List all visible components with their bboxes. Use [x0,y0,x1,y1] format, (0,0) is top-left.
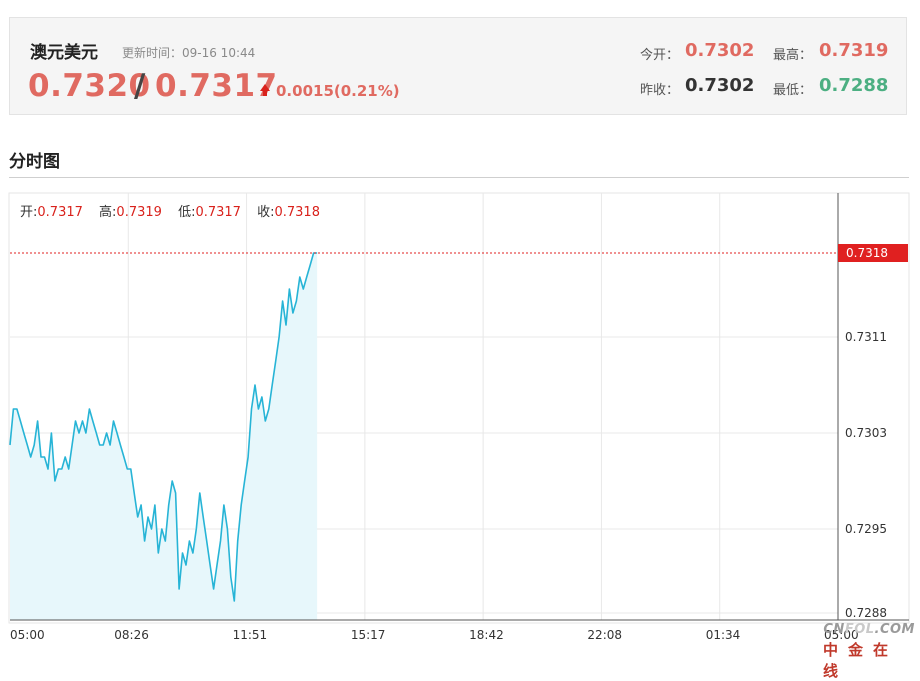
high-label-ohlc: 高: [99,205,117,220]
low-value: 0.7288 [819,75,889,96]
line-layer [9,252,838,602]
cnfol-logo: CNFOL.COM 中金在线 [823,622,915,680]
up-arrow-stem [263,90,267,96]
high-value: 0.7319 [819,40,889,61]
axis-layer: 05:00 08:26 11:51 15:17 18:42 22:08 01:34 05:00… [10,193,909,642]
open-label: 开: [20,205,38,220]
today-open-value: 0.7302 [685,40,755,61]
low-value-ohlc: 0.7317 [195,205,241,220]
ask-price: 0.7317 [155,68,278,104]
prev-close-value: 0.7302 [685,75,755,96]
x-tick-label: 05:00 [824,628,859,642]
x-tick-label: 08:26 [114,628,149,642]
instrument-name: 澳元美元 [30,43,98,63]
price-change: 0.0015(0.21%) [276,82,400,100]
x-tick-label: 05:00 [10,628,45,642]
ohlc-readout: 开:0.7317 高:0.7319 低:0.7317 收:0.7318 [20,201,332,220]
close-value-ohlc: 0.7318 [274,205,320,220]
x-tick-label: 11:51 [233,628,268,642]
bid-price: 0.7320 [28,68,151,104]
price-line [9,252,318,602]
low-label: 最低： [773,83,813,98]
y-tick-label: 0.7303 [845,426,887,440]
x-tick-label: 22:08 [587,628,622,642]
high-value-ohlc: 0.7319 [116,205,162,220]
chart-frame [8,192,910,624]
y-tick-label: 0.7311 [845,330,887,344]
price-area [10,253,318,620]
section-title: 分时图 [9,152,60,172]
section-divider [9,177,909,178]
area-layer [10,253,318,620]
x-tick-label: 15:17 [351,628,386,642]
y-tick-label: 0.7295 [845,522,887,536]
current-price-pointer [838,249,843,257]
up-arrow-icon [260,84,270,91]
x-tick-label: 18:42 [469,628,504,642]
price-separator: / [134,68,146,104]
today-open-label: 今开： [640,48,680,63]
x-tick-label: 01:34 [706,628,741,642]
current-price-tag [838,244,908,262]
y-tick-label: 0.7288 [845,606,887,620]
chart-svg: 05:00 08:26 11:51 15:17 18:42 22:08 01:34 05:00… [8,192,910,642]
intraday-chart: 05:00 08:26 11:51 15:17 18:42 22:08 01:34 05:00… [8,192,910,642]
current-price-label: 0.7318 [846,246,888,260]
update-time: 更新时间：09-16 10:44 [122,46,256,60]
low-label-ohlc: 低: [178,205,196,220]
close-label-ohlc: 收: [257,205,275,220]
high-label: 最高： [773,48,813,63]
open-value: 0.7317 [37,205,83,220]
quote-panel: 澳元美元 更新时间：09-16 10:44 0.7320 / 0.7317 0.… [9,17,907,115]
prev-close-label: 昨收： [640,83,680,98]
